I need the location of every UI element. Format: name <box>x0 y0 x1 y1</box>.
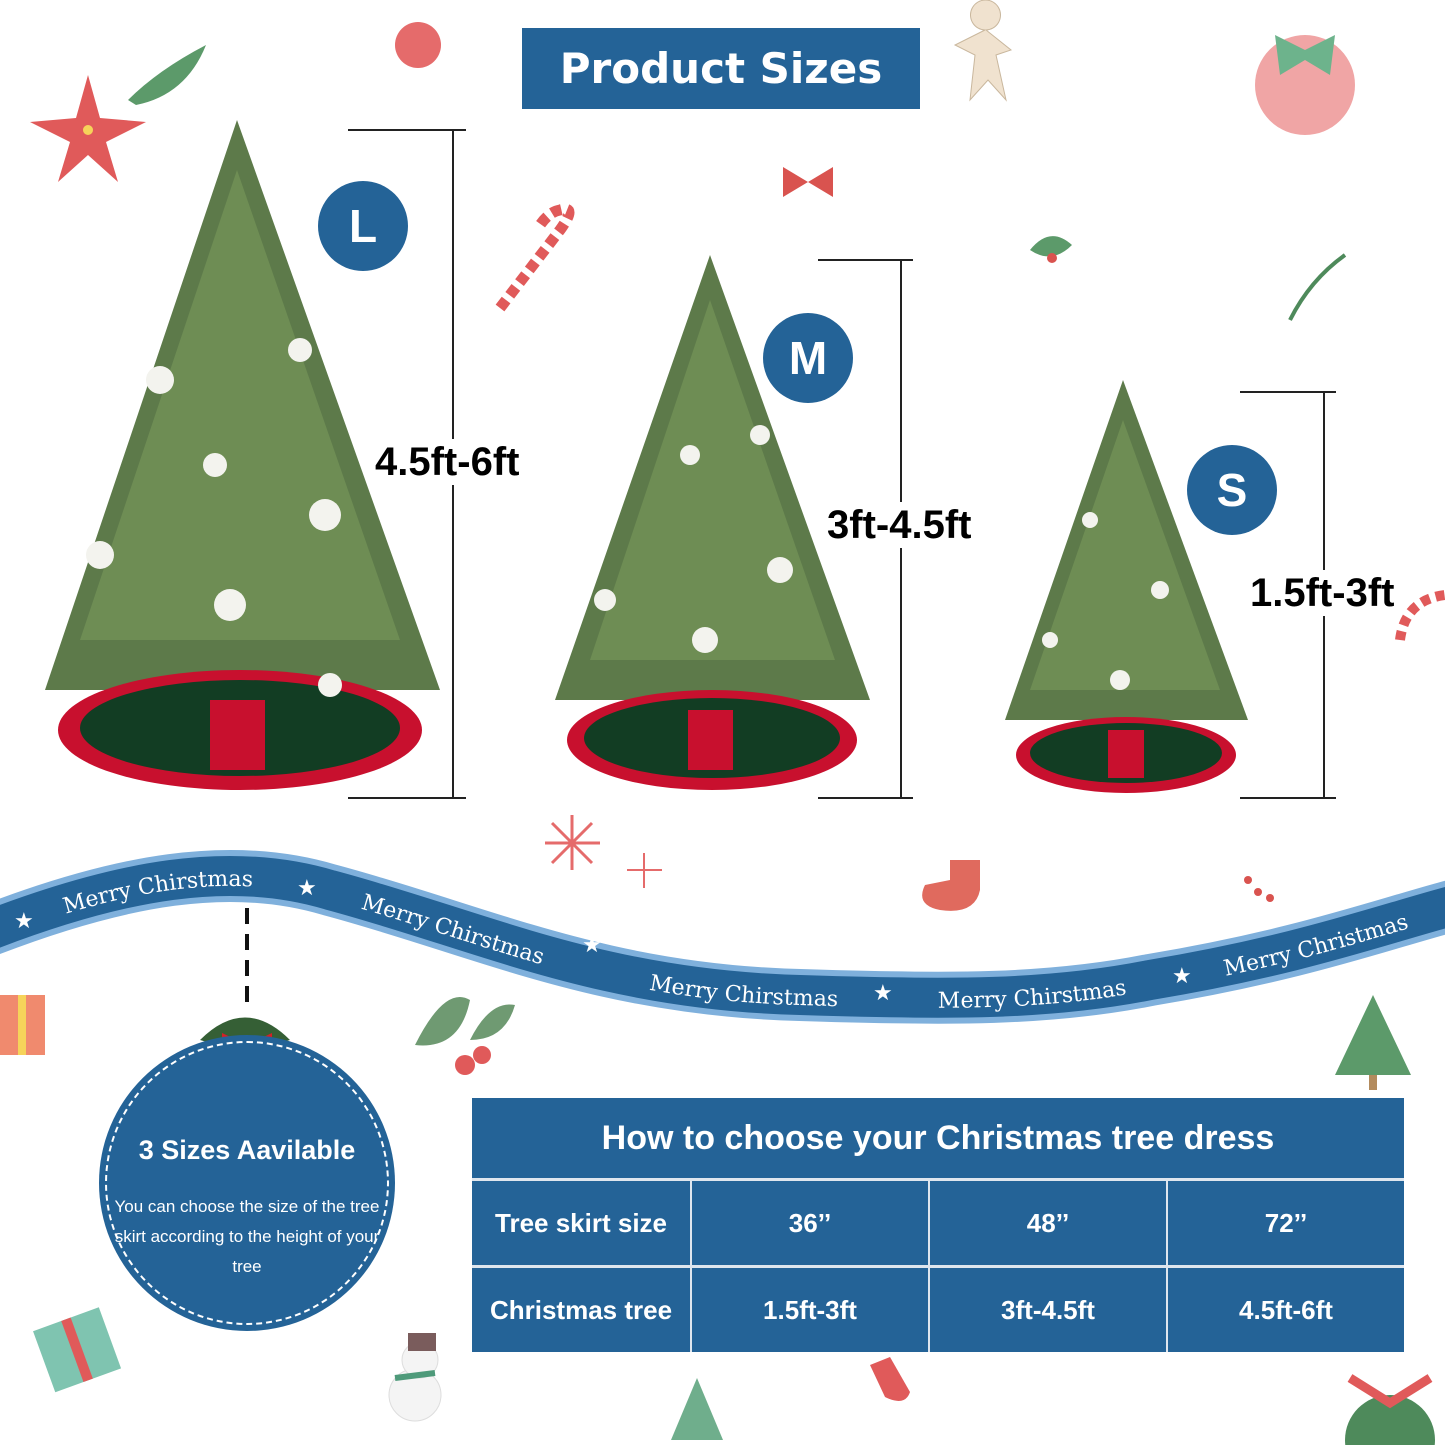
sizes-description: You can choose the size of the tree skir… <box>114 1197 380 1276</box>
size-range-l: 4.5ft-6ft <box>373 439 522 485</box>
ornaments <box>86 338 1169 697</box>
gingerbread-icon <box>953 0 1013 102</box>
tree-small <box>1005 380 1248 793</box>
star-icons: ★ ★ ★ ★ ★ <box>14 876 1192 1006</box>
poinsettia-icon <box>30 45 206 182</box>
star-icon: ★ <box>297 876 317 901</box>
table-row: Christmas tree 1.5ft-3ft 3ft-4.5ft 4.5ft… <box>472 1265 1404 1352</box>
small-tree-icon <box>671 1378 723 1440</box>
bow-icon <box>783 167 833 197</box>
size-badge-s: S <box>1187 445 1277 535</box>
table-cell: 1.5ft-3ft <box>690 1268 928 1352</box>
small-tree-icon <box>1335 995 1411 1090</box>
gift-icon <box>33 1307 122 1393</box>
candy-cane-icon <box>1395 590 1445 641</box>
snowflake-icon <box>627 853 662 888</box>
holly-icon <box>1030 236 1072 263</box>
branch-icon <box>1288 253 1347 321</box>
ornament-ball-icon <box>1255 35 1355 135</box>
snowflake-icon <box>545 815 600 870</box>
row-header: Christmas tree <box>489 1294 673 1325</box>
table-row: Tree skirt size 36’’ 48’’ 72’’ <box>472 1181 1404 1265</box>
size-guide-table: How to choose your Christmas tree dress … <box>472 1098 1404 1352</box>
star-icon: ★ <box>1172 964 1192 989</box>
berries-icon <box>1244 876 1274 902</box>
star-icon: ★ <box>582 933 602 958</box>
candy-cane-icon <box>495 203 575 312</box>
ornament-icon <box>395 22 441 68</box>
star-icon: ★ <box>14 909 34 934</box>
merry-christmas-ribbon: Merry Chirstmas Merry Chirstmas Merry Ch… <box>0 849 1445 1024</box>
table-cell: 3ft-4.5ft <box>928 1268 1166 1352</box>
star-icon: ★ <box>873 981 893 1006</box>
snowman-icon <box>388 1333 442 1422</box>
table-cell: 48’’ <box>928 1181 1166 1265</box>
table-cell: 72’’ <box>1166 1181 1404 1265</box>
gift-icon <box>0 995 45 1055</box>
sizes-available-badge: 3 Sizes Aavilable You can choose the siz… <box>99 1035 395 1331</box>
row-header: Tree skirt size <box>495 1207 667 1238</box>
size-badge-m: M <box>763 313 853 403</box>
table-title: How to choose your Christmas tree dress <box>472 1098 1404 1181</box>
mitten-icon <box>870 1357 910 1401</box>
table-cell: 4.5ft-6ft <box>1166 1268 1404 1352</box>
gift-icon <box>1345 1374 1435 1445</box>
holly-icon <box>415 997 515 1075</box>
size-range-m: 3ft-4.5ft <box>825 502 974 548</box>
size-badge-l: L <box>318 181 408 271</box>
dashed-ring <box>105 1041 389 1325</box>
size-range-s: 1.5ft-3ft <box>1248 570 1397 616</box>
page-title: Product Sizes <box>522 28 920 109</box>
table-cell: 36’’ <box>690 1181 928 1265</box>
sizes-heading: 3 Sizes Aavilable <box>138 1135 356 1165</box>
stocking-icon <box>922 860 980 911</box>
